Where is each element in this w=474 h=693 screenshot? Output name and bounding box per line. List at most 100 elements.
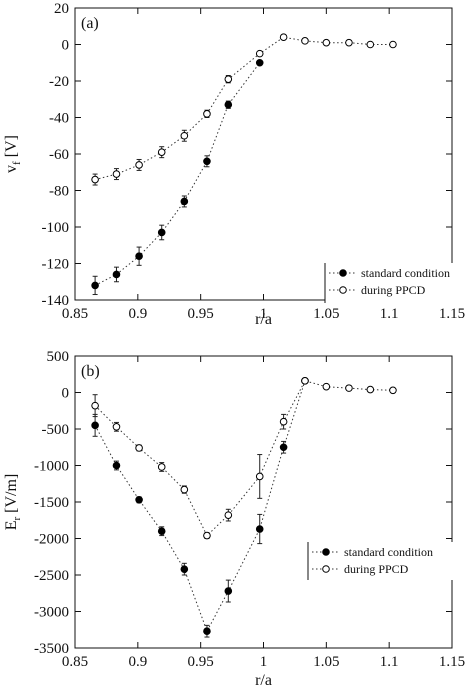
data-point	[279, 33, 288, 42]
data-point	[255, 58, 264, 67]
y-tick-label: 500	[47, 349, 70, 365]
data-point	[91, 281, 99, 290]
series-during-ppcd	[91, 377, 397, 540]
legend-box	[308, 542, 460, 580]
x-tick-label: 1.05	[313, 654, 339, 670]
data-point	[112, 270, 121, 279]
data-point	[224, 587, 233, 595]
series-during-ppcd	[91, 33, 397, 186]
y-tick-label: -40	[49, 111, 69, 127]
data-point	[322, 382, 331, 391]
data-point	[135, 252, 143, 261]
data-point	[301, 37, 309, 45]
legend-label: during PPCD	[361, 283, 426, 297]
data-point	[224, 511, 233, 519]
x-tick-label: 1.05	[313, 306, 339, 322]
x-tick-label: 1.1	[380, 654, 399, 670]
data-point	[366, 385, 375, 394]
data-point	[203, 531, 211, 540]
data-point	[255, 49, 264, 58]
data-point	[203, 157, 211, 166]
data-point	[389, 40, 397, 49]
x-tick-label: 0.9	[128, 306, 147, 322]
y-tick-label: 0	[62, 38, 70, 54]
y-tick-label: -500	[42, 422, 70, 438]
data-point	[301, 377, 309, 385]
legend-label: standard condition	[361, 266, 450, 280]
data-point	[224, 100, 233, 109]
plot-frame	[74, 7, 453, 301]
y-tick-label: -2500	[34, 568, 69, 584]
data-point	[279, 417, 288, 426]
y-tick-label: -120	[42, 257, 70, 273]
data-point	[224, 75, 233, 83]
legend-box	[325, 263, 463, 303]
x-tick-label: 0.85	[62, 306, 88, 322]
data-point	[255, 472, 264, 481]
x-axis-title: r/a	[255, 311, 272, 328]
legend: standard condition during PPCD	[307, 542, 460, 580]
data-point	[135, 444, 143, 452]
data-point	[112, 461, 121, 470]
x-tick-label: 0.85	[62, 654, 88, 670]
series-standard-condition	[91, 58, 264, 296]
data-point	[112, 423, 121, 431]
y-tick-label: -80	[49, 184, 69, 200]
x-tick-label: 1	[260, 306, 268, 322]
legend-marker	[339, 269, 347, 277]
legend-label: during PPCD	[344, 562, 409, 576]
series-line	[94, 62, 261, 286]
x-tick-label: 1.1	[380, 306, 399, 322]
data-point	[135, 161, 143, 169]
legend-label: standard condition	[344, 545, 433, 559]
y-tick-label: 0	[62, 386, 70, 402]
legend-marker	[322, 565, 330, 573]
x-tick-label: 0.9	[128, 654, 147, 670]
y-tick-label: -3500	[34, 641, 69, 657]
data-point	[345, 38, 353, 47]
plot-frame	[74, 355, 453, 649]
y-tick-label: 20	[54, 1, 69, 17]
data-point	[180, 131, 189, 140]
data-point	[203, 627, 211, 636]
data-point	[366, 40, 375, 49]
y-tick-label: -100	[42, 220, 70, 236]
data-point	[157, 463, 166, 471]
y-axis-title: Er [V/m]	[3, 474, 23, 531]
data-point	[279, 443, 288, 452]
legend-marker	[339, 286, 347, 294]
panel-label: (a)	[81, 15, 99, 32]
y-tick-label: -60	[49, 147, 69, 163]
x-tick-label: 0.95	[188, 654, 214, 670]
y-tick-label: -20	[49, 74, 69, 90]
data-point	[157, 148, 166, 156]
panel-b: 0.85 0.9 0.95 1 1.05 1.1 1.15 -3500 -3000 -2500 -2…	[3, 349, 465, 689]
y-axis-title: vf [V]	[3, 135, 23, 173]
data-point	[91, 175, 99, 184]
y-tick-label: -3000	[34, 605, 69, 621]
data-point	[255, 525, 264, 533]
y-tick-label: -1500	[34, 495, 69, 511]
series-line	[94, 36, 393, 181]
y-tick-label: -2000	[34, 532, 69, 548]
data-point	[180, 197, 189, 206]
y-tick-label: -1000	[34, 459, 69, 475]
data-point	[203, 110, 211, 118]
legend: standard condition during PPCD	[324, 263, 463, 303]
x-tick-label: 1.15	[439, 654, 465, 670]
data-point	[180, 485, 189, 494]
data-point	[345, 384, 353, 392]
series-line	[94, 380, 393, 537]
data-point	[135, 496, 143, 504]
data-point	[157, 228, 166, 237]
data-point	[91, 401, 99, 410]
x-tick-label: 0.95	[188, 306, 214, 322]
series-line	[94, 380, 306, 633]
data-point	[91, 421, 99, 430]
data-point	[180, 565, 189, 573]
x-axis-title: r/a	[255, 672, 272, 689]
data-point	[112, 170, 121, 178]
panel-a: 0.85 0.9 0.95 1 1.05 1.1 1.15 -140 -120 -100 -80 -6…	[3, 1, 465, 328]
y-tick-label: -140	[42, 293, 70, 309]
